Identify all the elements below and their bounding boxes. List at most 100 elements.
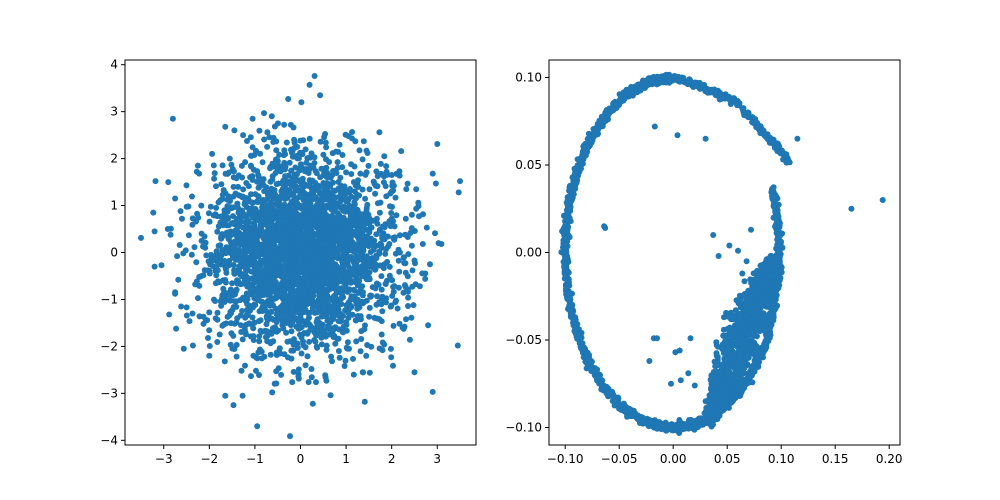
x-tick-label: 0.15 — [822, 452, 849, 466]
x-tick-label: 1 — [342, 452, 350, 466]
data-point — [677, 377, 684, 384]
data-point — [646, 358, 653, 364]
data-point — [221, 358, 228, 365]
data-point — [269, 389, 276, 396]
data-point — [457, 178, 463, 185]
data-point — [748, 226, 754, 233]
data-point — [739, 270, 746, 277]
data-point — [674, 132, 681, 139]
data-point — [602, 225, 609, 231]
data-point — [668, 380, 674, 387]
curve-dense-band — [558, 71, 793, 436]
data-point — [158, 262, 165, 269]
data-point — [173, 325, 180, 332]
data-point — [254, 423, 261, 430]
data-point — [209, 150, 216, 157]
data-point — [291, 136, 298, 143]
x-tick-label: 0.10 — [768, 452, 795, 466]
data-point — [794, 135, 801, 142]
data-point — [388, 354, 395, 361]
data-point — [164, 226, 171, 232]
data-point — [222, 123, 229, 130]
data-point — [222, 392, 229, 399]
data-point — [721, 314, 727, 321]
data-point — [204, 317, 211, 324]
x-tick-label: 0 — [297, 452, 305, 466]
data-point — [151, 263, 158, 270]
scatter-points-right — [601, 123, 886, 405]
data-point — [403, 186, 410, 193]
data-point — [410, 302, 417, 309]
data-point — [702, 398, 709, 405]
data-point — [194, 162, 201, 169]
data-point — [226, 155, 233, 162]
data-point — [206, 352, 213, 359]
data-point — [239, 392, 246, 399]
data-point — [848, 205, 855, 212]
data-point — [317, 138, 324, 145]
data-point — [432, 180, 439, 187]
y-tick-label: 0 — [110, 246, 118, 260]
y-tick-label: −2 — [100, 339, 118, 353]
x-tick-label: 2 — [388, 452, 396, 466]
y-tick-label: −0.05 — [505, 333, 542, 347]
data-point — [398, 148, 405, 155]
x-tick-label: 3 — [433, 452, 441, 466]
axes-right: −0.10 −0.05 0.00 0.05 0.10 0.15 0.20 −0.10 −0.05… — [505, 59, 903, 466]
data-point — [676, 347, 683, 354]
data-point — [427, 261, 433, 268]
data-point — [273, 380, 280, 387]
data-point — [180, 345, 187, 352]
data-point — [376, 129, 383, 136]
data-point — [735, 247, 741, 254]
y-tick-label: −1 — [100, 292, 118, 306]
data-point — [432, 230, 438, 237]
y-tick-label: −4 — [100, 433, 118, 447]
data-point — [261, 110, 267, 117]
data-point — [151, 228, 158, 235]
data-point — [364, 150, 371, 156]
data-point — [411, 369, 418, 376]
data-point — [231, 127, 238, 134]
scatter-plot-left: −3 −2 −1 0 1 2 3 −4 −3 −2 −1 0 1 2 3 4 — [100, 58, 477, 466]
data-point — [718, 365, 725, 371]
data-point — [423, 224, 430, 231]
x-tick-label: −2 — [200, 452, 218, 466]
data-point — [167, 231, 174, 238]
y-tick-label: 2 — [110, 152, 118, 166]
data-point — [185, 203, 192, 210]
data-point — [183, 182, 190, 189]
data-point — [152, 178, 159, 185]
axes-left: −3 −2 −1 0 1 2 3 −4 −3 −2 −1 0 1 2 3 4 — [100, 58, 477, 466]
data-point — [454, 342, 461, 349]
data-point — [240, 132, 247, 139]
y-tick-label: 0.05 — [515, 158, 542, 172]
data-point — [710, 232, 717, 238]
data-point — [366, 369, 373, 376]
data-point — [298, 99, 305, 106]
x-tick-label: 0.20 — [876, 452, 903, 466]
data-point — [726, 242, 733, 249]
data-point — [715, 253, 722, 259]
data-point — [172, 290, 179, 297]
data-point — [342, 131, 349, 138]
data-point — [327, 392, 334, 399]
data-point — [349, 135, 355, 142]
data-point — [402, 269, 409, 276]
data-point — [702, 135, 709, 142]
data-point — [311, 73, 318, 79]
scatter-points-left — [138, 73, 463, 440]
data-point — [317, 92, 324, 99]
data-point — [172, 195, 179, 202]
y-tick-label: 3 — [110, 105, 118, 119]
data-point — [406, 336, 413, 343]
data-point — [179, 215, 185, 222]
data-point — [416, 213, 422, 220]
data-point — [455, 189, 462, 196]
data-point — [287, 433, 293, 440]
data-point — [383, 163, 390, 170]
data-point — [285, 96, 292, 102]
data-point — [192, 281, 199, 288]
